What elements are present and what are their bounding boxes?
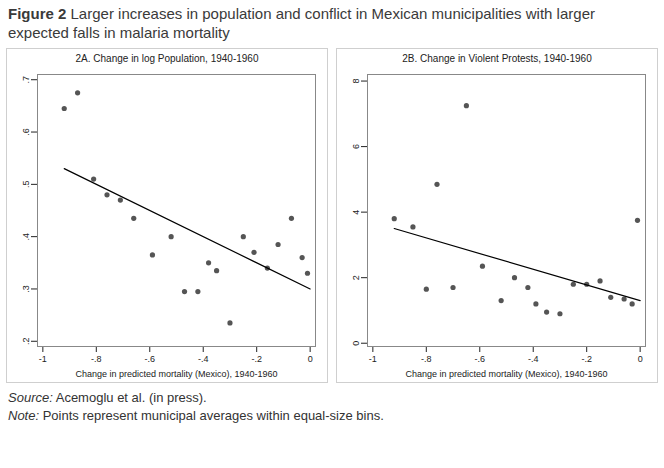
svg-text:-.8: -.8 [421,354,432,364]
svg-text:-.4: -.4 [198,354,209,364]
svg-text:-1: -1 [369,354,377,364]
html-text:2A. Change in log Population,: 2A. Change in log Population, 1940-1960 [75,53,259,64]
svg-text:-.8: -.8 [91,354,102,364]
svg-text:4: 4 [351,210,361,215]
svg-text:-.6: -.6 [145,354,156,364]
svg-text:.6: .6 [21,128,31,136]
svg-text:.7: .7 [21,76,31,84]
svg-text:2: 2 [351,275,361,280]
svg-text:.2: .2 [21,338,31,346]
svg-text:6: 6 [351,144,361,149]
svg-text:.5: .5 [21,181,31,189]
svg-text:Change in predicted mortality: Change in predicted mortality (Mexico), … [75,369,277,379]
svg-text:-.4: -.4 [528,354,539,364]
svg-text:0: 0 [308,354,313,364]
html-text:Source: Acemoglu et al. (in pr: Source: Acemoglu et al. (in press). [8,390,207,405]
svg-text:-.2: -.2 [581,354,592,364]
svg-text:8: 8 [351,79,361,84]
svg-text:.3: .3 [21,285,31,293]
svg-text:Change in predicted mortality: Change in predicted mortality (Mexico), … [405,369,607,379]
svg-text:-.2: -.2 [251,354,262,364]
svg-text:0: 0 [638,354,643,364]
html-text:2B. Change in Violent Protests: 2B. Change in Violent Protests, 1940-196… [402,53,592,64]
svg-text:.4: .4 [21,233,31,241]
html-text:Figure 2 Larger increases in p: Figure 2 Larger increases in population … [8,5,595,41]
svg-text:-1: -1 [39,354,47,364]
svg-text:0: 0 [351,341,361,346]
html-text:Note: Points represent municip: Note: Points represent municipal average… [8,408,384,423]
svg-text:-.6: -.6 [475,354,486,364]
